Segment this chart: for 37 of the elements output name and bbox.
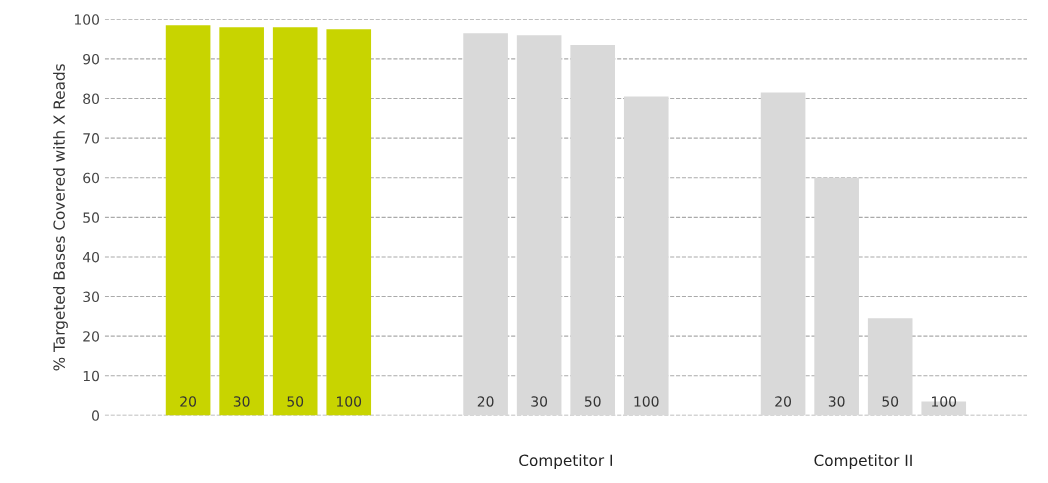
text: 100 [634,396,659,407]
y-tick-label: 10 [83,370,100,382]
bar [623,96,669,416]
text: 20 [775,396,792,407]
text: 50 [882,396,899,407]
y-axis-title: % Targeted Bases Covered with X Reads [53,64,68,371]
bar [760,92,806,416]
y-tick-label: 90 [83,53,100,65]
y-tick-label: 0 [92,410,100,421]
y-tick-label: 50 [83,212,100,223]
bar [516,35,562,416]
text: 100 [337,396,362,407]
bar [165,25,211,416]
series-label: 20 [180,396,197,407]
y-tick-label: 30 [83,291,100,303]
y-tick-label: 70 [83,133,100,144]
series-label: 30 [233,396,250,407]
bar [463,33,508,416]
text: 30 [828,396,845,407]
bar [570,45,616,416]
y-tick-label: 40 [82,251,100,263]
y-tick-label: 100 [74,14,100,25]
y-tick-label: 80 [83,93,100,105]
y-tick-label: 20 [83,331,100,342]
bar [219,27,264,416]
bar [867,318,913,416]
text: 50 [584,396,601,407]
text: 30 [531,396,548,407]
bar [814,177,859,416]
x-tick-label: Competitor II [814,454,912,470]
text: 20 [477,396,494,407]
bar [326,29,372,416]
bar [272,27,318,416]
y-tick-label: 60 [83,172,100,184]
series-label: 50 [287,396,304,407]
series-label: 100 [932,396,957,407]
x-tick-label: Competitor I [519,454,613,470]
